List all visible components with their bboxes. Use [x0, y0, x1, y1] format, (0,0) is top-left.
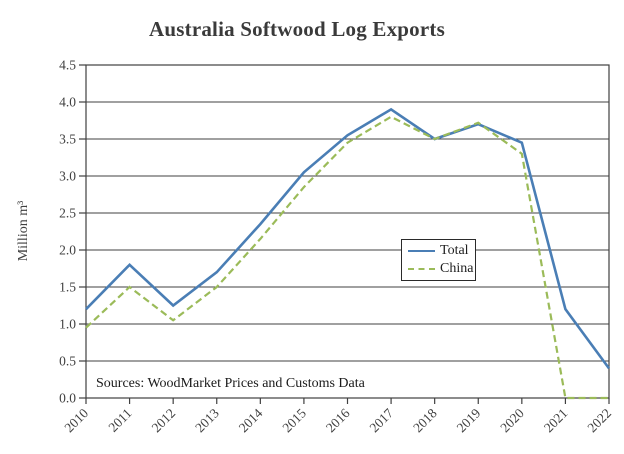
y-tick-label: 2.5	[59, 206, 76, 221]
series-line-china	[85, 115, 609, 400]
y-tick-label: 1.5	[59, 280, 76, 295]
series-line-total	[85, 107, 611, 370]
x-tick-label: 2012	[149, 406, 179, 436]
x-tick-label: 2013	[192, 405, 222, 435]
y-tick-label: 4.0	[59, 95, 76, 110]
legend-label-china: China	[440, 261, 474, 276]
x-tick-label: 2017	[367, 405, 397, 435]
legend-sample-total	[408, 250, 435, 252]
x-tick-label: 2010	[61, 405, 91, 435]
x-tick-label: 2018	[410, 405, 440, 435]
gridlines	[86, 64, 609, 399]
plot-border	[85, 64, 610, 399]
source-note: Sources: WoodMarket Prices and Customs D…	[96, 376, 365, 391]
x-tick-label: 2014	[236, 405, 266, 435]
y-tick-label: 2.0	[59, 243, 76, 258]
x-tick-label: 2019	[454, 405, 484, 435]
x-tick-label: 2022	[584, 406, 614, 436]
x-tick-label: 2021	[541, 406, 571, 436]
legend-item-china: China	[408, 262, 475, 276]
x-tick-label: 2020	[497, 405, 527, 435]
x-tick-label: 2015	[279, 405, 309, 435]
x-tick-label: 2011	[105, 406, 134, 435]
y-tick-label: 3.0	[59, 169, 76, 184]
x-axis-tick-labels: 2010 2011 2012 2013 2014 2015 2016 2017 2018 2019…	[61, 405, 614, 435]
legend: Total China	[401, 239, 476, 281]
y-tick-label: 4.5	[59, 58, 76, 73]
y-tick-label: 3.5	[59, 132, 76, 147]
y-tick-label: 1.0	[59, 317, 76, 332]
y-tick-label: 0.0	[59, 391, 76, 406]
legend-item-total: Total	[408, 244, 475, 258]
x-tick-label: 2016	[323, 405, 353, 435]
legend-label-total: Total	[440, 243, 469, 258]
y-axis-tick-labels: 0.0 0.5 1.0 1.5 2.0 2.5 3.0 3.5 4.0 4.5	[59, 58, 76, 406]
y-axis-ticks	[79, 64, 86, 399]
y-tick-label: 0.5	[59, 354, 76, 369]
chart-title: Australia Softwood Log Exports	[149, 17, 445, 41]
x-axis-ticks	[85, 398, 610, 404]
legend-sample-china	[408, 268, 435, 270]
